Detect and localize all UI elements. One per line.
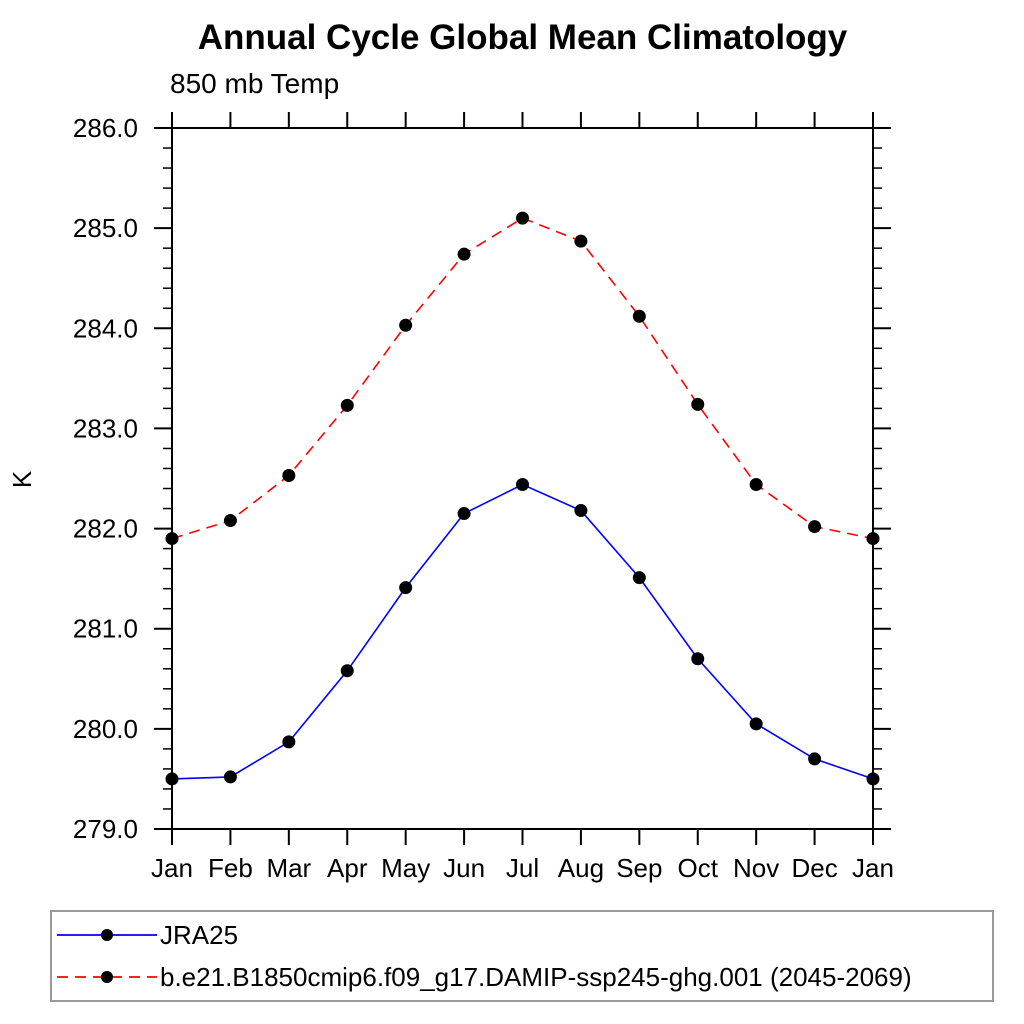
data-point-marker — [808, 752, 822, 766]
data-point-marker — [749, 717, 763, 731]
series-line-0 — [171, 483, 874, 780]
data-point-marker — [340, 398, 354, 412]
legend-label-model: b.e21.B1850cmip6.f09_g17.DAMIP-ssp245-gh… — [160, 961, 912, 992]
data-point-marker — [808, 520, 822, 534]
data-point-marker — [632, 309, 646, 323]
y-tick-label: 279.0 — [73, 814, 138, 844]
data-point-marker — [165, 772, 179, 786]
x-tick-label: May — [381, 853, 430, 883]
x-tick-label: Jul — [506, 853, 539, 883]
x-tick-label: Jan — [151, 853, 193, 883]
y-tick-label: 284.0 — [73, 313, 138, 343]
y-tick-label: 280.0 — [73, 714, 138, 744]
x-tick-label: Dec — [791, 853, 837, 883]
x-tick-label: Oct — [678, 853, 719, 883]
data-point-marker — [457, 247, 471, 261]
data-point-marker — [866, 532, 880, 546]
data-point-marker — [340, 664, 354, 678]
x-tick-label: Sep — [616, 853, 662, 883]
data-point-marker — [574, 234, 588, 248]
data-point-marker — [691, 397, 705, 411]
data-point-marker — [399, 581, 413, 595]
y-tick-label: 281.0 — [73, 614, 138, 644]
legend-box: JRA25 b.e21.B1850cmip6.f09_g17.DAMIP-ssp… — [50, 910, 994, 1002]
chart-subtitle: 850 mb Temp — [170, 68, 340, 99]
legend-label-jra25: JRA25 — [160, 919, 239, 950]
x-tick-label: Apr — [327, 853, 368, 883]
data-point-marker — [691, 652, 705, 666]
chart-title: Annual Cycle Global Mean Climatology — [197, 18, 848, 57]
legend-item-jra25: JRA25 — [52, 914, 992, 956]
x-tick-label: Jun — [443, 853, 485, 883]
x-tick-label: Mar — [266, 853, 311, 883]
data-point-marker — [866, 772, 880, 786]
data-point-marker — [282, 468, 296, 482]
data-point-marker — [632, 571, 646, 585]
data-point-marker — [516, 211, 529, 225]
legend-item-model: b.e21.B1850cmip6.f09_g17.DAMIP-ssp245-gh… — [52, 956, 992, 998]
data-point-marker — [223, 770, 237, 784]
y-tick-label: 282.0 — [73, 514, 138, 544]
y-tick-label: 283.0 — [73, 413, 138, 443]
data-point-marker — [574, 504, 588, 518]
data-point-marker — [223, 514, 237, 528]
x-tick-label: Feb — [208, 853, 253, 883]
legend-line-solid-icon — [57, 929, 157, 941]
data-point-marker — [399, 318, 413, 332]
y-tick-label: 286.0 — [73, 113, 138, 143]
data-point-marker — [516, 478, 529, 492]
y-tick-label: 285.0 — [73, 213, 138, 243]
data-point-marker — [457, 507, 471, 521]
data-point-marker — [282, 735, 296, 749]
data-point-marker — [749, 478, 763, 492]
x-tick-label: Aug — [558, 853, 604, 883]
data-point-marker — [165, 532, 179, 546]
legend-line-dashed-icon — [57, 971, 157, 983]
x-tick-label: Jan — [852, 853, 894, 883]
x-tick-label: Nov — [733, 853, 779, 883]
